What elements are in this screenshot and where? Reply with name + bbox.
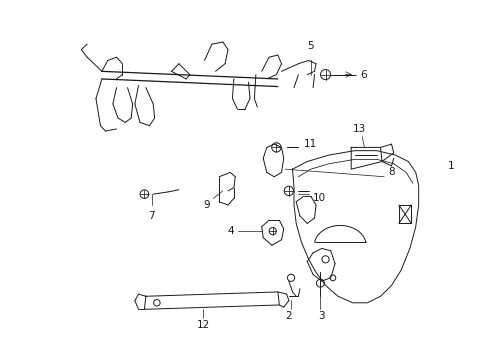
Text: 12: 12: [196, 320, 209, 329]
Text: 1: 1: [447, 161, 454, 171]
Text: 4: 4: [227, 226, 233, 236]
Text: 9: 9: [203, 200, 210, 210]
Text: 8: 8: [387, 167, 394, 177]
Text: 5: 5: [307, 41, 313, 51]
Text: 13: 13: [352, 124, 365, 134]
Text: 10: 10: [312, 193, 325, 203]
Text: 3: 3: [318, 311, 325, 321]
Text: 2: 2: [285, 311, 292, 321]
Text: 7: 7: [148, 211, 155, 221]
Text: 6: 6: [359, 69, 366, 80]
Text: 11: 11: [303, 139, 316, 149]
